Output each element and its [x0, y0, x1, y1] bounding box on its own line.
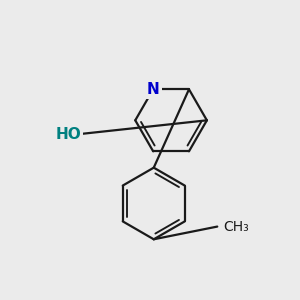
Text: CH₃: CH₃ — [223, 220, 249, 234]
Text: N: N — [147, 82, 160, 97]
Text: HO: HO — [56, 127, 81, 142]
